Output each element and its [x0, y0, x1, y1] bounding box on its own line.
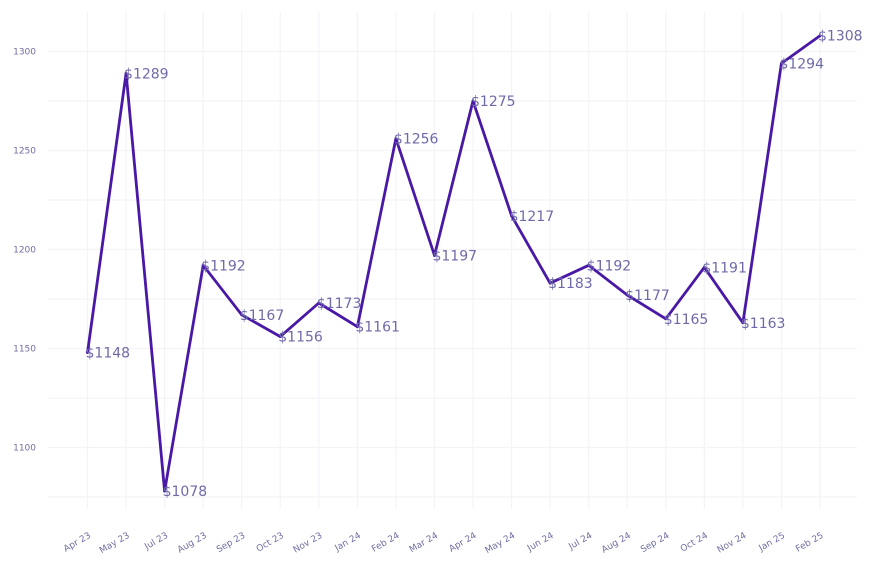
y-tick-label: 1300 [13, 48, 36, 58]
data-label: $1156 [278, 330, 323, 346]
x-tick-label: Sep 23 [215, 531, 247, 555]
data-label: $1192 [201, 258, 246, 274]
data-label: $1294 [779, 56, 824, 72]
x-tick-label: Feb 24 [370, 531, 401, 555]
x-tick-label: Aug 24 [600, 531, 633, 556]
y-tick-label: 1250 [13, 147, 36, 157]
data-point [702, 265, 706, 269]
y-tick-label: 1200 [13, 246, 36, 256]
data-point [163, 489, 167, 493]
data-point [86, 351, 89, 354]
data-label: $1161 [355, 320, 400, 336]
x-tick-label: Mar 24 [408, 531, 440, 555]
data-point [201, 263, 205, 267]
y-tick-label: 1150 [13, 345, 36, 355]
x-tick-label: Apr 24 [448, 531, 479, 555]
series-line-group [86, 34, 822, 493]
x-tick-label: Jul 24 [567, 531, 595, 553]
data-label: $1308 [818, 29, 863, 45]
data-point [355, 325, 359, 329]
data-label: $1289 [124, 66, 169, 82]
x-tick-label: Apr 23 [62, 531, 93, 555]
data-label: $1197 [432, 248, 477, 264]
data-label: $1163 [741, 316, 786, 332]
data-labels: $1148 $1289 $1078 $1192 $1167 $1156 $1173 $1161… [86, 29, 863, 500]
series-line [86, 34, 822, 493]
data-label: $1177 [625, 288, 670, 304]
data-point [741, 321, 745, 325]
y-tick-label: 1100 [13, 444, 36, 454]
y-axis-ticks: 1100 1150 1200 1250 1300 [13, 48, 36, 454]
data-point [433, 254, 436, 257]
x-tick-label: May 23 [98, 531, 132, 556]
data-point [780, 61, 783, 65]
data-label: $1183 [548, 276, 593, 292]
data-point [664, 317, 668, 321]
x-tick-label: Nov 24 [716, 531, 749, 556]
data-point [240, 313, 244, 317]
data-label: $1217 [510, 209, 555, 225]
x-tick-label: Jan 24 [333, 531, 364, 554]
data-label: $1173 [317, 296, 362, 312]
x-tick-label: Feb 25 [794, 531, 825, 555]
x-tick-label: Aug 23 [176, 531, 209, 556]
data-point [471, 99, 475, 103]
data-point [510, 214, 513, 218]
data-point [625, 293, 629, 297]
data-label: $1078 [163, 484, 208, 500]
data-point [818, 34, 822, 38]
x-tick-label: May 24 [484, 531, 518, 556]
data-label: $1256 [394, 132, 439, 148]
data-point [587, 263, 591, 267]
x-tick-label: Jan 25 [757, 531, 787, 554]
data-point [124, 71, 128, 75]
data-point [394, 137, 398, 141]
data-label: $1275 [471, 94, 516, 110]
data-label: $1192 [587, 258, 632, 274]
x-tick-label: Jul 23 [142, 531, 170, 553]
x-tick-label: Jun 24 [525, 531, 556, 554]
data-label: $1148 [86, 345, 131, 361]
x-axis-ticks: Apr 23 May 23 Jul 23 Aug 23 Sep 23 Oct 23 Nov … [62, 531, 825, 556]
x-tick-label: Nov 23 [292, 531, 325, 556]
x-tick-label: Sep 24 [639, 531, 671, 555]
grid [48, 12, 857, 509]
data-point [548, 281, 552, 285]
data-label: $1167 [240, 308, 285, 324]
data-point [278, 335, 282, 339]
x-tick-label: Oct 23 [255, 531, 286, 555]
data-label: $1191 [702, 260, 747, 276]
data-point [317, 301, 321, 305]
data-label: $1165 [664, 312, 709, 328]
x-tick-label: Oct 24 [679, 531, 710, 555]
